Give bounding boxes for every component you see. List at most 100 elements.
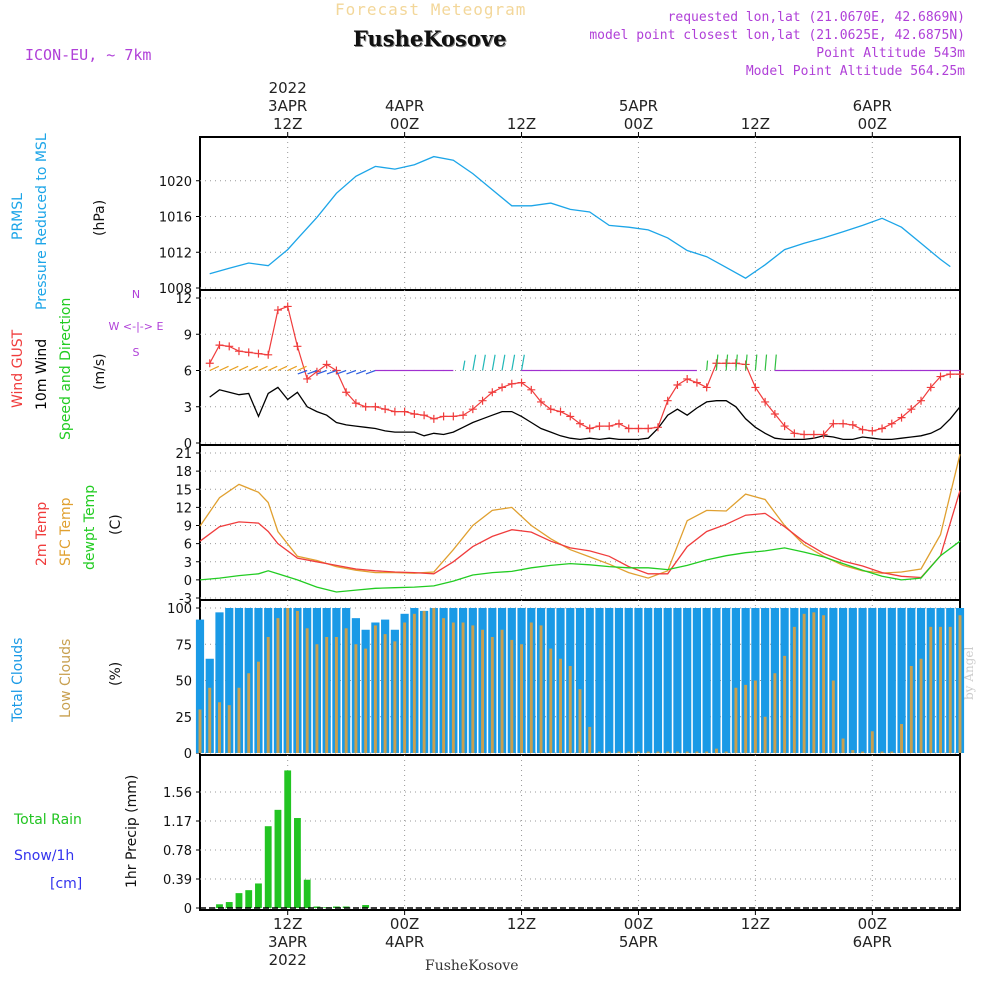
precip-unit: 1hr Precip (mm)	[124, 775, 140, 888]
model-name: ICON-EU, ~ 7km	[25, 46, 152, 64]
top-time-label: 00Z	[624, 115, 653, 133]
temperature-ytick-label: 15	[175, 483, 192, 498]
low-cloud-bar	[763, 716, 767, 753]
wind-gust-marker	[858, 425, 867, 434]
wind-ytick-label: 12	[175, 292, 192, 307]
sfc-temp-line	[199, 454, 961, 579]
low-cloud-bar	[812, 612, 816, 753]
top-time-label: 12Z	[741, 115, 770, 133]
low-cloud-bar	[247, 673, 251, 753]
low-cloud-bar	[373, 625, 377, 753]
low-cloud-bar	[841, 738, 845, 753]
wind-gust-marker	[546, 405, 555, 414]
total-cloud-bar	[848, 608, 857, 753]
wind-direction-arrow	[336, 369, 347, 375]
low-cloud-bar	[870, 731, 874, 753]
temp-unit: (C)	[108, 514, 124, 535]
precip-bar	[294, 818, 301, 908]
low-cloud-bar	[861, 751, 865, 753]
dewpt-line	[199, 540, 961, 593]
wind-gust-marker	[234, 347, 243, 356]
precip-bar	[245, 890, 253, 908]
low-cloud-bar	[588, 726, 592, 753]
low-cloud-bar	[695, 751, 699, 753]
wind-gust-marker	[595, 422, 604, 431]
low-cloud-bar	[851, 750, 855, 753]
low-cloud-bar	[773, 673, 777, 753]
footer-station: FusheKosove	[425, 958, 519, 974]
top-time-label: 4APR	[385, 97, 424, 115]
wind-gust-marker	[780, 422, 789, 431]
low-cloud-bar	[529, 622, 533, 753]
low-cloud-bar	[948, 626, 952, 753]
wind-gust-marker	[878, 424, 887, 433]
wind-gust-marker	[751, 383, 760, 392]
precip-ytick-label: 1.56	[163, 786, 192, 801]
clouds-ytick-label: 50	[175, 675, 192, 690]
wind-gust-marker	[790, 429, 799, 438]
wind-gust-marker	[498, 383, 507, 392]
precip-bar	[216, 904, 223, 908]
station-name: FusheKosove	[353, 26, 507, 51]
total-cloud-bar	[653, 608, 663, 753]
wind-gust-marker	[566, 412, 575, 421]
wind-gust-marker	[673, 381, 682, 389]
total-cloud-bar	[838, 608, 848, 753]
wind-gust-marker	[205, 359, 214, 368]
top-time-label: 2022	[269, 79, 307, 97]
wind-gust-marker	[926, 383, 935, 392]
t2m-label: 2m Temp	[34, 502, 50, 566]
rain-label: Total Rain	[13, 812, 82, 828]
low-cloud-bar	[607, 751, 611, 753]
low-cloud-bar	[559, 658, 562, 753]
bottom-time-label: 6APR	[853, 933, 892, 951]
total-cloud-bar	[692, 608, 702, 753]
low-cloud-bar	[442, 618, 446, 753]
temperature-frame	[199, 444, 961, 601]
wind-gust-marker	[614, 419, 623, 428]
wind-gust-marker	[907, 405, 916, 414]
total-cloud-bar	[731, 608, 740, 753]
precip-bar	[313, 906, 321, 908]
wind-gust-marker	[488, 388, 497, 397]
wind-ytick-label: 9	[184, 328, 192, 343]
wind-ytick-label: 0	[184, 437, 192, 452]
low-cloud-bar	[422, 610, 426, 753]
wind-gust-label: Wind GUST	[10, 329, 26, 408]
total-cloud-bar	[634, 608, 643, 753]
low-cloud-bar	[383, 634, 387, 753]
model-point-altitude: Model Point Altitude 564.25m	[745, 64, 965, 79]
total-cloud-bar	[683, 608, 692, 753]
top-time-label: 6APR	[853, 97, 892, 115]
low-cloud-bar	[461, 622, 465, 753]
low-cloud-bar	[403, 622, 407, 753]
top-time-label: 5APR	[619, 97, 658, 115]
wind-gust-marker	[819, 430, 828, 439]
requested-point: requested lon,lat (21.0670E, 42.6869N)	[667, 10, 965, 25]
low-cloud-bar	[432, 608, 436, 753]
pressure-label-1: PRMSL	[10, 193, 26, 240]
clouds-ytick-label: 100	[167, 602, 192, 617]
temperature-ytick-label: 18	[175, 465, 192, 480]
wind-gust-marker	[917, 396, 926, 405]
clouds-unit: (%)	[108, 662, 124, 686]
total-cloud-bar	[663, 608, 672, 753]
low-cloud-bar	[900, 724, 903, 753]
wind-gust-marker	[605, 422, 614, 431]
wind-gust-marker	[956, 370, 964, 379]
low-cloud-bar	[276, 618, 280, 753]
wind-gust-marker	[351, 399, 360, 408]
low-cloud-bar	[958, 615, 962, 753]
temperature-ytick-label: 12	[175, 501, 192, 516]
wind-gust-marker	[400, 407, 409, 416]
temperature-ytick-label: 9	[184, 520, 192, 535]
total-cloud-bar	[722, 608, 731, 753]
low-cloud-bar	[539, 625, 543, 753]
bottom-time-label: 00Z	[624, 915, 653, 933]
total-clouds-label: Total Clouds	[10, 638, 26, 723]
dewpt-label: dewpt Temp	[82, 485, 98, 570]
wind-gust-marker	[624, 424, 633, 433]
wind-gust-marker	[683, 374, 692, 383]
wind-direction-arrow	[501, 354, 506, 371]
low-cloud-bar	[471, 625, 475, 753]
